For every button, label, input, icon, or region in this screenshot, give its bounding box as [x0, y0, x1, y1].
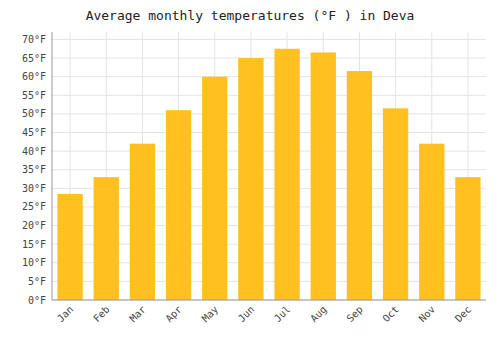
bar [274, 49, 299, 300]
bar [383, 108, 408, 300]
x-axis-line [52, 300, 486, 301]
x-tick-label: Nov [417, 304, 438, 325]
x-tick-label: Aug [308, 304, 329, 325]
y-grid-line [52, 300, 486, 301]
x-tick-label: Jul [272, 304, 293, 325]
y-grid-line [52, 58, 486, 59]
y-tick-label: 35°F [22, 164, 46, 175]
y-tick-label: 65°F [22, 53, 46, 64]
y-grid-line [52, 39, 486, 40]
chart-root: Average monthly temperatures (°F ) in De… [0, 0, 500, 350]
y-tick-label: 45°F [22, 127, 46, 138]
y-grid-line [52, 113, 486, 114]
bar [419, 144, 444, 300]
x-tick-label: Feb [91, 304, 112, 325]
y-tick-label: 50°F [22, 108, 46, 119]
x-tick-label: Mar [127, 304, 148, 325]
bars [57, 49, 480, 300]
x-tick-label: Oct [380, 304, 401, 325]
axes: 0°F 5°F 10°F 15°F 20°F 25°F 30°F 35°F 40°F 45°F 50… [22, 32, 486, 324]
y-tick-label: 5°F [28, 276, 46, 287]
x-tick-label: Sep [344, 304, 365, 325]
bar [94, 177, 119, 300]
x-tick-label: Dec [453, 304, 474, 325]
bar [166, 110, 191, 300]
x-tick-label: Apr [163, 304, 184, 325]
x-tick-label: May [200, 304, 221, 325]
bar [202, 77, 227, 300]
y-axis-line [52, 32, 53, 300]
bar [311, 52, 336, 300]
y-tick-label: 40°F [22, 146, 46, 157]
bar [238, 58, 263, 300]
y-tick-label: 25°F [22, 201, 46, 212]
bar [57, 194, 82, 300]
y-grid-line [52, 76, 486, 77]
y-tick-label: 15°F [22, 239, 46, 250]
y-tick-label: 0°F [28, 295, 46, 306]
y-grid-line [52, 95, 486, 96]
bar [455, 177, 480, 300]
chart-title: Average monthly temperatures (°F ) in De… [86, 8, 415, 23]
y-tick-label: 30°F [22, 183, 46, 194]
y-tick-label: 10°F [22, 257, 46, 268]
y-tick-label: 60°F [22, 71, 46, 82]
x-tick-label: Jan [55, 304, 76, 325]
x-tick-label: Jun [236, 304, 257, 325]
bar [130, 144, 155, 300]
bar [347, 71, 372, 300]
y-grid-line [52, 132, 486, 133]
y-tick-label: 20°F [22, 220, 46, 231]
grid [52, 32, 486, 300]
y-tick-label: 70°F [22, 34, 46, 45]
y-tick-label: 55°F [22, 90, 46, 101]
